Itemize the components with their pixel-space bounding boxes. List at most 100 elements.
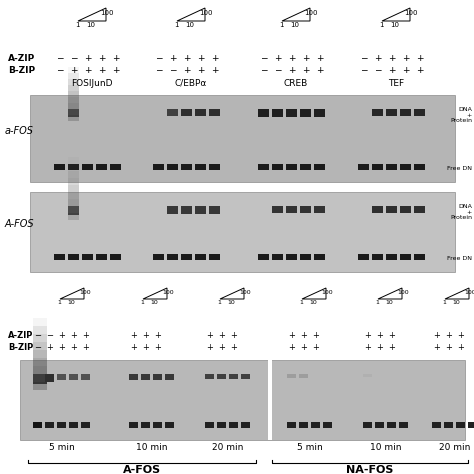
- Bar: [414, 206, 426, 213]
- Text: +: +: [446, 331, 453, 340]
- Bar: [82, 374, 91, 380]
- Text: 5 min: 5 min: [49, 444, 75, 453]
- Text: +: +: [219, 344, 226, 353]
- Text: +: +: [98, 54, 106, 63]
- Bar: [401, 109, 411, 116]
- Bar: [386, 109, 398, 116]
- Bar: [55, 254, 65, 260]
- Text: 1: 1: [279, 22, 283, 28]
- Bar: [55, 164, 65, 170]
- Bar: [46, 422, 55, 428]
- Bar: [69, 97, 80, 109]
- Bar: [300, 374, 309, 378]
- Text: 10 min: 10 min: [370, 444, 402, 453]
- Bar: [69, 73, 80, 85]
- Bar: [300, 422, 309, 428]
- Text: +: +: [365, 331, 372, 340]
- Bar: [182, 164, 192, 170]
- Text: 100: 100: [199, 10, 213, 16]
- Bar: [167, 109, 179, 116]
- Bar: [167, 206, 179, 214]
- Text: +: +: [230, 344, 237, 353]
- Text: DNA
+
Protein: DNA + Protein: [450, 204, 472, 220]
- Bar: [154, 164, 164, 170]
- Text: −: −: [360, 54, 368, 63]
- Bar: [69, 109, 80, 121]
- Bar: [218, 422, 227, 428]
- Bar: [273, 206, 283, 213]
- Text: A-FOS: A-FOS: [123, 465, 161, 474]
- Text: −: −: [274, 65, 282, 74]
- Bar: [69, 103, 80, 115]
- Text: A-ZIP: A-ZIP: [8, 54, 35, 63]
- Bar: [69, 178, 80, 192]
- Bar: [20, 360, 465, 440]
- Text: A-FOS: A-FOS: [5, 219, 35, 229]
- Bar: [69, 192, 80, 206]
- Text: CREB: CREB: [284, 79, 308, 88]
- Bar: [323, 422, 332, 428]
- Text: 10: 10: [185, 22, 194, 28]
- Bar: [286, 206, 298, 213]
- Bar: [273, 254, 283, 260]
- Text: +: +: [219, 331, 226, 340]
- Bar: [218, 374, 227, 379]
- Bar: [69, 164, 80, 170]
- Text: +: +: [402, 65, 410, 74]
- Bar: [69, 254, 80, 260]
- Text: NA-FOS: NA-FOS: [346, 465, 394, 474]
- Bar: [154, 254, 164, 260]
- Bar: [34, 422, 43, 428]
- Text: +: +: [388, 65, 396, 74]
- Bar: [154, 374, 163, 380]
- Bar: [195, 206, 207, 214]
- Text: −: −: [155, 65, 163, 74]
- Bar: [273, 164, 283, 170]
- Text: 1: 1: [375, 300, 379, 305]
- Bar: [311, 422, 320, 428]
- Text: DNA
+
Protein: DNA + Protein: [450, 107, 472, 123]
- Text: +: +: [84, 65, 92, 74]
- Text: 100: 100: [100, 10, 114, 16]
- Text: +: +: [84, 54, 92, 63]
- Bar: [386, 254, 398, 260]
- Bar: [34, 374, 47, 390]
- Bar: [373, 254, 383, 260]
- Bar: [358, 254, 370, 260]
- Bar: [401, 206, 411, 213]
- Text: +: +: [316, 65, 324, 74]
- Text: −: −: [70, 54, 78, 63]
- Bar: [70, 374, 79, 380]
- Text: Free DN: Free DN: [447, 165, 472, 171]
- Text: +: +: [207, 331, 213, 340]
- Text: +: +: [155, 331, 162, 340]
- Text: +: +: [183, 65, 191, 74]
- Bar: [97, 164, 108, 170]
- Bar: [129, 374, 138, 380]
- Text: 10: 10: [390, 22, 399, 28]
- Bar: [69, 164, 80, 178]
- Bar: [315, 164, 326, 170]
- Bar: [69, 171, 80, 185]
- Text: +: +: [143, 331, 149, 340]
- Text: 1: 1: [442, 300, 446, 305]
- Bar: [206, 422, 215, 428]
- Bar: [286, 164, 298, 170]
- Text: +: +: [376, 344, 383, 353]
- Bar: [400, 422, 409, 428]
- Text: +: +: [389, 344, 395, 353]
- Text: 10: 10: [290, 22, 299, 28]
- Text: 10: 10: [67, 300, 75, 305]
- Bar: [286, 109, 298, 117]
- Bar: [34, 366, 47, 382]
- Text: +: +: [130, 331, 137, 340]
- Text: A-ZIP: A-ZIP: [8, 331, 33, 340]
- Text: +: +: [365, 344, 372, 353]
- Text: +: +: [155, 344, 162, 353]
- Text: −: −: [260, 65, 268, 74]
- Text: Free DN: Free DN: [447, 255, 472, 261]
- Text: +: +: [197, 65, 205, 74]
- Text: 100: 100: [397, 290, 409, 295]
- Bar: [30, 95, 455, 182]
- Text: +: +: [289, 331, 295, 340]
